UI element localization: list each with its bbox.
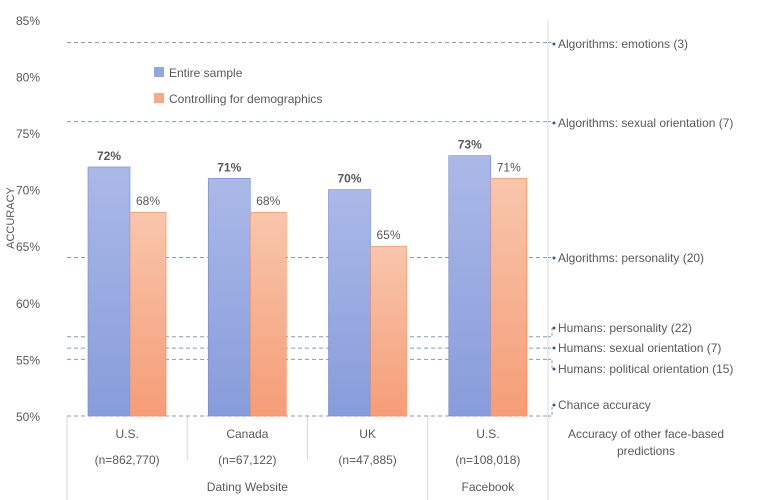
y-tick-label: 85% bbox=[16, 14, 40, 28]
y-axis-label: ACCURACY bbox=[5, 186, 17, 248]
y-tick-label: 75% bbox=[16, 127, 40, 141]
category-label: Canada bbox=[226, 427, 268, 441]
category-sample-size: (n=862,770) bbox=[95, 453, 160, 467]
data-label: 68% bbox=[256, 194, 280, 208]
data-label: 71% bbox=[497, 160, 521, 174]
reference-label: Algorithms: sexual orientation (7) bbox=[558, 116, 733, 130]
category-label: U.S. bbox=[115, 427, 138, 441]
reference-label: Chance accuracy bbox=[558, 398, 651, 412]
reference-connector bbox=[548, 121, 553, 123]
reference-connector bbox=[548, 328, 553, 338]
data-label: 72% bbox=[97, 149, 121, 163]
reference-connector bbox=[548, 405, 553, 417]
y-tick-label: 50% bbox=[16, 410, 40, 424]
bar-controlled bbox=[249, 211, 287, 417]
y-tick-label: 70% bbox=[16, 184, 40, 198]
legend-swatch-1 bbox=[154, 93, 164, 103]
bar-entire bbox=[207, 177, 251, 417]
reference-label: Humans: political orientation (15) bbox=[558, 362, 733, 376]
category-sample-size: (n=67,122) bbox=[218, 453, 276, 467]
reference-label: Humans: personality (22) bbox=[558, 321, 692, 335]
reference-arrow-icon bbox=[552, 121, 556, 125]
bar-controlled bbox=[370, 245, 407, 417]
reference-arrow-icon bbox=[552, 346, 556, 350]
category-sample-size: (n=47,885) bbox=[338, 453, 396, 467]
data-label: 65% bbox=[376, 228, 400, 242]
data-label: 70% bbox=[337, 172, 361, 186]
category-label: U.S. bbox=[476, 427, 499, 441]
y-tick-label: 80% bbox=[16, 70, 40, 84]
bar-controlled bbox=[129, 211, 167, 417]
reference-label: Algorithms: personality (20) bbox=[558, 251, 704, 265]
y-tick-label: 55% bbox=[16, 353, 40, 367]
data-label: 73% bbox=[458, 138, 482, 152]
data-label: 71% bbox=[217, 160, 241, 174]
reference-connector bbox=[548, 358, 553, 369]
legend-label: Controlling for demographics bbox=[169, 92, 322, 106]
category-sample-size: (n=108,018) bbox=[455, 453, 520, 467]
reference-arrow-icon bbox=[552, 256, 556, 260]
reference-arrow-icon bbox=[552, 403, 556, 407]
reference-arrow-icon bbox=[552, 367, 556, 371]
reference-caption-line2: predictions bbox=[617, 444, 675, 458]
reference-caption-line1: Accuracy of other face-based bbox=[568, 427, 724, 441]
bar-entire bbox=[328, 189, 371, 417]
reference-connector bbox=[548, 41, 553, 44]
legend-swatch-0 bbox=[154, 67, 164, 77]
reference-label: Humans: sexual orientation (7) bbox=[558, 341, 721, 355]
bar-entire bbox=[448, 155, 492, 417]
reference-label: Algorithms: emotions (3) bbox=[558, 37, 688, 51]
group-label: Dating Website bbox=[207, 480, 288, 494]
bar-controlled bbox=[490, 177, 528, 417]
category-label: UK bbox=[359, 427, 376, 441]
data-label: 68% bbox=[136, 194, 160, 208]
y-tick-label: 65% bbox=[16, 240, 40, 254]
group-label: Facebook bbox=[462, 480, 516, 494]
y-tick-label: 60% bbox=[16, 297, 40, 311]
legend-label: Entire sample bbox=[169, 66, 243, 80]
reference-arrow-icon bbox=[552, 326, 556, 330]
bar-entire bbox=[87, 166, 131, 417]
reference-arrow-icon bbox=[552, 42, 556, 46]
